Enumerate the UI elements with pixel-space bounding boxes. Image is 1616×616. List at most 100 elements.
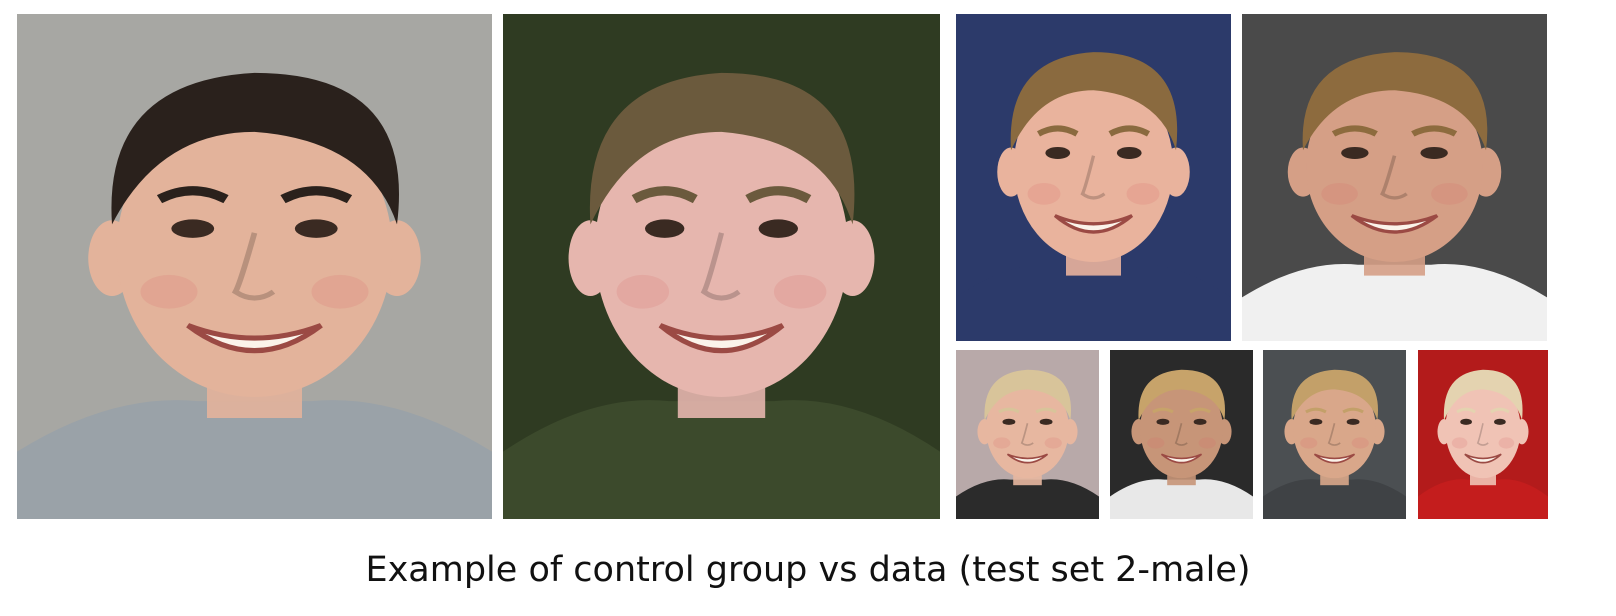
right-eyebrow xyxy=(1035,407,1057,414)
smile-mouth xyxy=(186,323,323,354)
left-cheek xyxy=(1321,182,1358,205)
data-face-photo xyxy=(956,350,1099,519)
control-face-photo xyxy=(17,14,492,519)
face-shape xyxy=(116,102,393,397)
nose-shape xyxy=(700,232,741,301)
data-face-photo xyxy=(1110,350,1253,519)
smile-mouth xyxy=(1464,453,1502,464)
right-cheek xyxy=(1126,182,1160,205)
left-cheek xyxy=(993,437,1011,449)
smile-mouth xyxy=(1350,214,1439,234)
right-cheek xyxy=(773,274,827,309)
right-eye xyxy=(1039,418,1053,425)
right-eyebrow xyxy=(1189,407,1211,414)
left-eye xyxy=(1309,418,1323,425)
nose-shape xyxy=(1174,423,1188,446)
nose-shape xyxy=(1020,423,1034,446)
left-cheek xyxy=(1451,437,1468,449)
face-shape xyxy=(1306,71,1483,262)
data-face-photo xyxy=(956,14,1231,341)
smile-mouth xyxy=(1053,214,1134,234)
right-eye xyxy=(1193,418,1207,425)
left-cheek xyxy=(616,274,670,309)
hair-shape xyxy=(984,369,1072,421)
nose-shape xyxy=(1327,423,1341,446)
left-eyebrow xyxy=(156,186,229,204)
right-eyebrow xyxy=(745,186,812,204)
left-cheek xyxy=(140,274,198,309)
face-illustration xyxy=(1242,14,1547,341)
right-eye xyxy=(1346,418,1360,425)
right-eye xyxy=(1420,146,1448,159)
clothing-shape xyxy=(956,264,1231,341)
smile-mouth xyxy=(658,323,785,354)
left-eye xyxy=(645,219,685,238)
nose-shape xyxy=(231,232,276,301)
right-eyebrow xyxy=(280,186,353,204)
left-eyebrow xyxy=(631,186,698,204)
left-eyebrow xyxy=(1305,407,1327,414)
right-eyebrow xyxy=(1411,125,1458,137)
face-shape xyxy=(986,379,1069,479)
right-cheek xyxy=(1044,437,1062,449)
right-cheek xyxy=(1198,437,1216,449)
left-eye xyxy=(1156,418,1170,425)
hair-shape xyxy=(1138,369,1226,421)
right-cheek xyxy=(1498,437,1515,449)
smile-mouth xyxy=(1313,453,1356,464)
face-shape xyxy=(1013,71,1174,262)
data-face-photo xyxy=(1418,350,1548,519)
clothing-shape xyxy=(17,400,492,519)
data-face-photo xyxy=(1242,14,1547,341)
data-face-photo xyxy=(503,14,940,519)
figure-caption: Example of control group vs data (test s… xyxy=(365,550,1251,590)
left-eyebrow xyxy=(1037,125,1079,137)
left-eyebrow xyxy=(1152,407,1174,414)
face-illustration xyxy=(1418,350,1548,519)
left-eyebrow xyxy=(1331,125,1378,137)
hair-shape xyxy=(111,72,400,225)
face-shape xyxy=(1293,379,1376,479)
left-eye xyxy=(1460,418,1472,425)
face-illustration xyxy=(1263,350,1406,519)
face-illustration xyxy=(1110,350,1253,519)
left-eye xyxy=(1341,146,1369,159)
clothing-shape xyxy=(1418,479,1548,519)
hair-shape xyxy=(1302,52,1488,151)
right-cheek xyxy=(1351,437,1369,449)
clothing-shape xyxy=(1242,264,1547,341)
left-cheek xyxy=(1147,437,1165,449)
left-eyebrow xyxy=(998,407,1020,414)
face-shape xyxy=(594,102,849,397)
data-face-photo xyxy=(1263,350,1406,519)
right-eyebrow xyxy=(1490,407,1510,414)
left-eyebrow xyxy=(1456,407,1476,414)
right-cheek xyxy=(1431,182,1468,205)
nose-shape xyxy=(1080,155,1106,200)
clothing-shape xyxy=(1110,479,1253,519)
nose-shape xyxy=(1476,423,1489,446)
left-cheek xyxy=(1027,182,1061,205)
right-eye xyxy=(1116,146,1142,159)
face-illustration xyxy=(503,14,940,519)
smile-mouth xyxy=(1006,453,1049,464)
face-shape xyxy=(1445,379,1521,479)
right-eye xyxy=(758,219,798,238)
face-illustration xyxy=(17,14,492,519)
face-illustration xyxy=(956,14,1231,341)
nose-shape xyxy=(1379,155,1408,200)
face-illustration xyxy=(956,350,1099,519)
right-eye xyxy=(294,219,338,238)
hair-shape xyxy=(1291,369,1379,421)
hair-shape xyxy=(589,72,855,225)
clothing-shape xyxy=(956,479,1099,519)
right-eyebrow xyxy=(1342,407,1364,414)
hair-shape xyxy=(1010,52,1178,151)
clothing-shape xyxy=(503,400,940,519)
smile-mouth xyxy=(1160,453,1203,464)
left-eye xyxy=(1045,146,1071,159)
right-eyebrow xyxy=(1108,125,1150,137)
clothing-shape xyxy=(1263,479,1406,519)
left-eye xyxy=(171,219,215,238)
face-shape xyxy=(1140,379,1223,479)
